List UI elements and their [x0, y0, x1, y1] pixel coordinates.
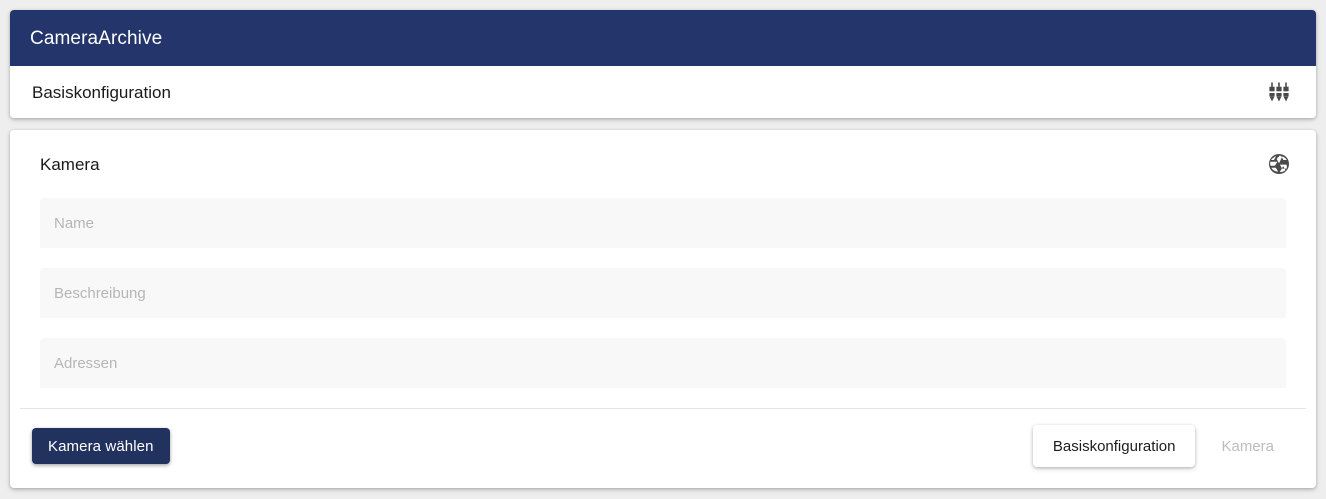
action-row: Kamera wählen Basiskonfiguration Kamera	[10, 409, 1316, 467]
step-buttons: Basiskonfiguration Kamera	[1032, 425, 1294, 467]
app-title: CameraArchive	[30, 27, 163, 49]
toolbar-row: Basiskonfiguration	[10, 66, 1316, 118]
step-button-basiskonfiguration[interactable]: Basiskonfiguration	[1032, 425, 1196, 467]
aperture-icon[interactable]	[1262, 147, 1296, 181]
card-title: Kamera	[40, 154, 100, 174]
app-bar: CameraArchive	[10, 10, 1316, 66]
select-camera-button[interactable]: Kamera wählen	[32, 428, 170, 464]
top-card: CameraArchive Basiskonfiguration	[10, 10, 1316, 118]
sliders-icon[interactable]	[1262, 75, 1296, 109]
beschreibung-input[interactable]	[52, 283, 1274, 303]
form-divider	[20, 408, 1306, 409]
field-name[interactable]	[40, 198, 1286, 248]
form-area	[10, 198, 1316, 388]
page-title: Basiskonfiguration	[32, 82, 171, 102]
name-input[interactable]	[52, 213, 1274, 233]
adressen-input[interactable]	[52, 353, 1274, 373]
field-adressen[interactable]	[40, 338, 1286, 388]
camera-card: Kamera Kamera wählen	[10, 130, 1316, 488]
card-header: Kamera	[10, 130, 1316, 198]
step-button-kamera[interactable]: Kamera	[1201, 425, 1294, 467]
field-beschreibung[interactable]	[40, 268, 1286, 318]
